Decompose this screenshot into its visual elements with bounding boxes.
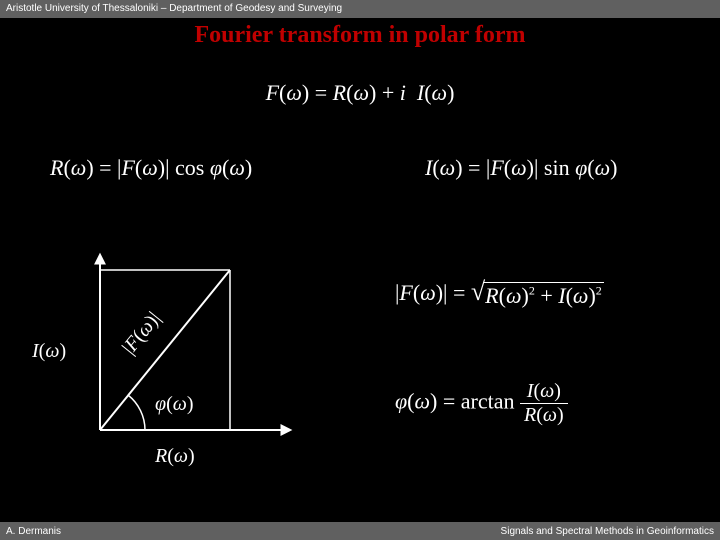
eq-imag: I(ω) = |F(ω)| sin φ(ω) bbox=[425, 155, 617, 181]
course-text: Signals and Spectral Methods in Geoinfor… bbox=[501, 526, 714, 537]
footer-bar: A. Dermanis Signals and Spectral Methods… bbox=[0, 522, 720, 540]
slide-title: Fourier transform in polar form bbox=[0, 22, 720, 49]
complex-plane-diagram: I(ω) R(ω) |F(ω)| φ(ω) bbox=[40, 250, 300, 480]
institution-text: Aristotle University of Thessaloniki – D… bbox=[6, 3, 342, 14]
eq-main: F(ω) = R(ω) + i I(ω) bbox=[0, 80, 720, 106]
eq-phase: φ(ω) = arctan I(ω) R(ω) bbox=[395, 380, 568, 427]
angle-arc bbox=[128, 395, 145, 430]
x-axis-label: R(ω) bbox=[155, 445, 195, 468]
eq-magnitude: |F(ω)| = √ R(ω)2 + I(ω)2 bbox=[395, 280, 604, 309]
header-bar: Aristotle University of Thessaloniki – D… bbox=[0, 0, 720, 18]
angle-label: φ(ω) bbox=[155, 393, 194, 416]
author-text: A. Dermanis bbox=[6, 526, 61, 537]
y-axis-label: I(ω) bbox=[32, 340, 66, 363]
eq-real: R(ω) = |F(ω)| cos φ(ω) bbox=[50, 155, 252, 181]
